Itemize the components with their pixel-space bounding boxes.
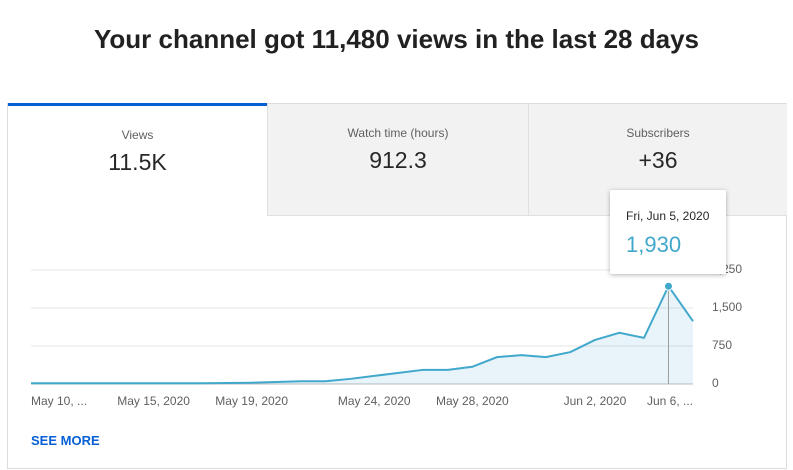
tab-label: Watch time (hours) xyxy=(347,126,449,140)
tab-label: Subscribers xyxy=(626,126,690,140)
y-tick-label: 0 xyxy=(712,376,719,390)
tab[interactable]: Views 11.5K xyxy=(8,103,267,217)
y-tick-label: 1,500 xyxy=(712,300,742,314)
x-tick-label: May 15, 2020 xyxy=(117,394,190,408)
analytics-card: Views 11.5K Watch time (hours) 912.3 Subsc… xyxy=(7,103,787,469)
see-more-link[interactable]: SEE MORE xyxy=(31,433,100,448)
hover-point xyxy=(663,281,673,291)
x-tick-label: May 24, 2020 xyxy=(338,394,411,408)
x-tick-label: May 19, 2020 xyxy=(215,394,288,408)
tab[interactable]: Watch time (hours) 912.3 xyxy=(267,104,528,216)
tab-label: Views xyxy=(121,128,154,142)
tooltip-value: 1,930 xyxy=(626,232,682,257)
x-tick-label: Jun 6, ... xyxy=(647,394,693,408)
line xyxy=(31,284,694,385)
tooltip-date: Fri, Jun 5, 2020 xyxy=(626,209,710,223)
tab-value: 11.5K xyxy=(108,149,167,175)
x-tick-label: May 28, 2020 xyxy=(436,394,509,408)
area xyxy=(31,286,693,384)
x-tick-label: May 10, ... xyxy=(31,394,87,408)
tab-value: +36 xyxy=(638,147,678,173)
tooltip: Fri, Jun 5, 2020 1,930 xyxy=(610,190,726,274)
tab-value: 912.3 xyxy=(369,147,427,173)
y-tick-label: 750 xyxy=(712,338,732,352)
page-title: Your channel got 11,480 views in the las… xyxy=(94,24,699,54)
x-tick-label: Jun 2, 2020 xyxy=(564,394,627,408)
tab[interactable]: Subscribers +36 xyxy=(528,104,787,216)
